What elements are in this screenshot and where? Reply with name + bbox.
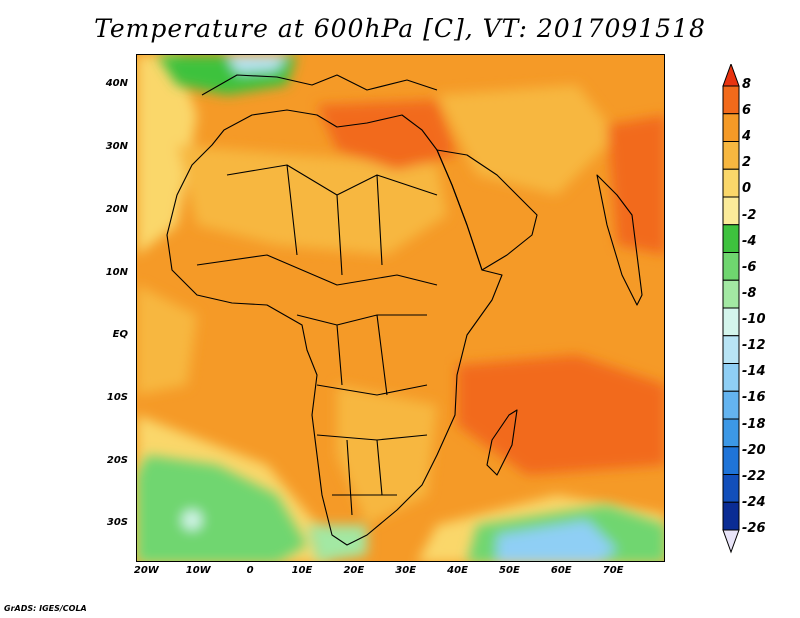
colorbar-segment xyxy=(722,196,740,226)
colorbar-level-label: 4 xyxy=(742,129,752,145)
lat-tick-label: 30N xyxy=(105,141,128,153)
field-north-blue xyxy=(227,55,287,73)
colorbar-level-label: 0 xyxy=(742,181,752,197)
colorbar-segment xyxy=(722,113,740,142)
lon-tick-label: 0 xyxy=(246,565,254,576)
field-west-ocean-2 xyxy=(137,285,197,395)
field-sw-atlantic-green xyxy=(137,455,307,561)
arabia-coastline xyxy=(436,149,538,271)
colorbar-segment xyxy=(722,141,740,170)
lon-tick-label: 20W xyxy=(133,565,159,576)
colorbar-level-label: -14 xyxy=(742,364,766,380)
field-arabia xyxy=(437,85,617,195)
lat-tick-label: 30S xyxy=(106,517,128,529)
colorbar-level-label: -18 xyxy=(742,416,766,432)
field-india-hot xyxy=(607,115,664,255)
lon-tick-label: 40E xyxy=(447,565,468,576)
lat-tick-label: 10S xyxy=(106,391,128,403)
colorbar-level-label: 6 xyxy=(742,103,752,119)
colorbar-segment xyxy=(722,363,740,392)
lon-tick-label: 60E xyxy=(550,565,572,576)
country-borders-north xyxy=(196,164,438,286)
colorbar-segment xyxy=(722,474,740,503)
colorbar-level-label: -20 xyxy=(742,442,766,458)
colorbar-level-label: -4 xyxy=(742,233,757,249)
country-borders-south xyxy=(316,434,428,516)
field-sw-blue-spot xyxy=(182,510,202,530)
colorbar-level-label: -24 xyxy=(742,494,766,510)
colorbar-level-label: -8 xyxy=(742,285,757,301)
colorbar-segment xyxy=(722,418,740,448)
india-coastline xyxy=(596,174,643,306)
field-indian-ocean-hot xyxy=(457,355,664,475)
colorbar-level-label: -2 xyxy=(742,207,757,223)
colorbar-segment xyxy=(722,307,740,337)
colorbar-segment xyxy=(722,168,740,198)
colorbar-level-label: 2 xyxy=(742,155,752,171)
madagascar-coastline xyxy=(486,409,518,476)
colorbar-segment xyxy=(722,446,740,475)
colorbar-level-label: -16 xyxy=(742,390,766,406)
lon-tick-label: 10W xyxy=(185,565,211,576)
colorbar-segment xyxy=(722,335,740,364)
colorbar-level-label: 8 xyxy=(742,77,752,92)
colorbar xyxy=(722,64,740,554)
colorbar-segment xyxy=(722,85,740,115)
colorbar-top-triangle xyxy=(722,64,740,87)
colorbar-level-label: -10 xyxy=(742,312,766,328)
lat-tick-label: EQ xyxy=(112,329,128,341)
lat-tick-label: 40N xyxy=(105,78,128,90)
colorbar-segment xyxy=(722,279,740,309)
colorbar-segment xyxy=(722,501,740,531)
lon-tick-label: 10E xyxy=(291,565,313,576)
temperature-map xyxy=(137,55,664,561)
field-egypt-hot xyxy=(317,100,457,170)
colorbar-level-label: -22 xyxy=(742,468,766,484)
lat-tick-label: 10N xyxy=(105,266,128,278)
lon-tick-label: 70E xyxy=(602,565,624,576)
colorbar-segment xyxy=(722,224,740,253)
chart-title: Temperature at 600hPa [C], VT: 201709151… xyxy=(94,14,706,43)
field-southern-africa xyxy=(337,385,437,525)
colorbar-level-label: -6 xyxy=(742,259,757,275)
field-se-indian-blue xyxy=(497,520,617,561)
lon-tick-label: 20E xyxy=(343,565,365,576)
lon-tick-label: 50E xyxy=(499,565,520,576)
lat-tick-label: 20S xyxy=(106,454,128,466)
colorbar-level-label: -26 xyxy=(742,521,766,536)
africa-coastline xyxy=(166,109,503,546)
colorbar-level-label: -12 xyxy=(742,338,766,354)
colorbar-segment xyxy=(722,390,740,420)
colorbar-segment xyxy=(722,252,740,281)
country-borders-central xyxy=(296,314,428,396)
lon-tick-label: 30E xyxy=(395,565,417,576)
map-plot-area xyxy=(136,54,665,562)
colorbar-bottom-triangle xyxy=(722,529,740,554)
field-south-coast-green xyxy=(307,525,367,561)
credit-text: GrADS: IGES/COLA xyxy=(4,604,87,613)
mediterranean-north-coast xyxy=(201,74,438,96)
lat-tick-label: 20N xyxy=(105,203,128,215)
field-west-ocean xyxy=(137,55,197,255)
